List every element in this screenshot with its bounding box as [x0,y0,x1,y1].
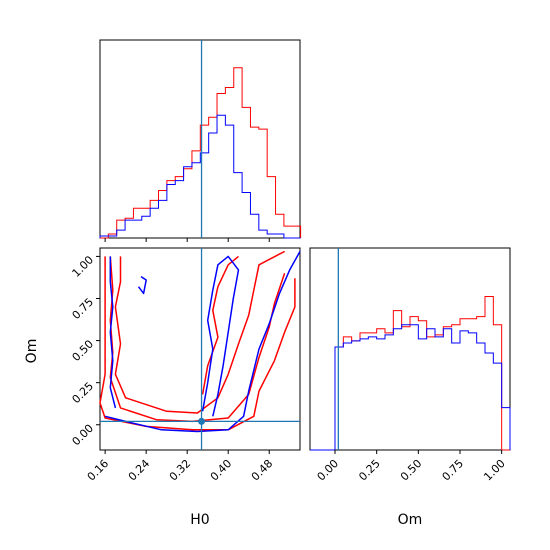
om-xticks-group: 0.00 0.25 0.50 0.75 1.00 [315,450,508,483]
contour-blue-4 [104,251,301,433]
om-ytick-label: 0.25 [70,380,97,407]
h0-hist-frame [99,39,301,239]
h0-xtick-label: 0.32 [167,457,194,484]
contour-red-3 [201,255,239,395]
contour-red-2 [114,250,285,414]
om-xtick-label: 0.75 [440,457,467,484]
contour-blue-5 [109,256,117,409]
om-ytick-label: 0.00 [70,422,97,449]
h0-hist-series-group [99,67,302,242]
om-ylabel: Om [24,339,40,364]
om-yticks-group: 0.00 0.25 0.50 0.75 1.00 [70,253,100,448]
contour-blue-6 [201,255,240,417]
h0-xticks-group: 0.16 0.24 0.32 0.40 0.48 [85,450,276,484]
contour-series-group [99,250,301,433]
om-xtick-label: 0.00 [315,457,342,484]
om-hist-series-group [310,295,511,451]
om-xtick-label: 1.00 [481,457,508,484]
om-hist-blue-series [310,324,511,451]
om-ytick-label: 0.50 [70,338,97,365]
h0-xtick-label: 0.16 [85,457,112,484]
om-ytick-label: 1.00 [70,253,97,280]
om-xlabel: Om [398,512,423,528]
h0-xtick-label: 0.48 [249,457,276,484]
h0-histogram-panel [99,39,302,242]
om-xtick-label: 0.50 [398,457,425,484]
contour-truth-group [100,248,300,450]
h0-xtick-label: 0.40 [208,457,235,484]
om-hist-frame [309,247,511,451]
h0-hist-red-series [100,67,302,239]
contour-frame [99,247,301,451]
om-histogram-panel: 0.00 0.25 0.50 0.75 1.00 Om [309,247,511,528]
contour-blue-7 [137,275,147,295]
contour-truth-point [198,417,206,425]
h0-xlabel: H0 [190,512,209,528]
om-xtick-label: 0.25 [356,457,383,484]
contour-red-0 [99,256,296,431]
h0-hist-blue-series [99,114,301,239]
h0-xtick-label: 0.24 [126,457,153,484]
om-hist-red-series [310,295,510,451]
om-ytick-label: 0.75 [70,295,97,322]
contour-panel: 0.16 0.24 0.32 0.40 0.48 0.00 0.25 0.50 0.75 1.0… [24,247,301,528]
